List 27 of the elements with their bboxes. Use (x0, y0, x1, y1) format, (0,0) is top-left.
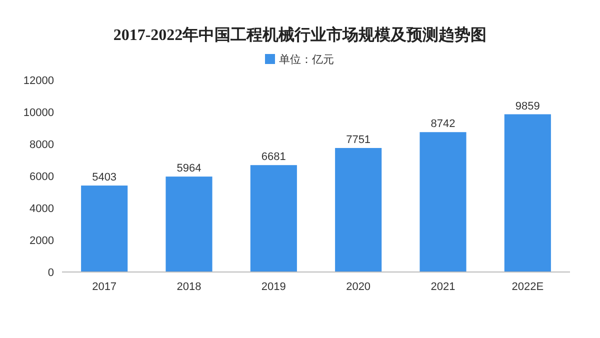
y-tick-label: 6000 (30, 171, 54, 183)
data-label: 9859 (515, 100, 540, 112)
bar (250, 165, 297, 272)
chart-title: 2017-2022年中国工程机械行业市场规模及预测趋势图 (113, 26, 487, 44)
y-tick-label: 10000 (23, 107, 54, 119)
x-tick-label: 2017 (92, 281, 117, 293)
data-label: 5403 (92, 172, 117, 184)
data-label: 6681 (261, 151, 286, 164)
data-label: 8742 (430, 118, 456, 130)
bar (81, 186, 128, 272)
data-label: 7751 (346, 134, 371, 146)
x-tick-label: 2019 (261, 281, 286, 293)
bar (420, 132, 466, 272)
y-tick-label: 4000 (30, 203, 54, 215)
x-tick-label: 2018 (176, 281, 202, 293)
x-tick-label: 2021 (430, 281, 456, 293)
y-tick-label: 8000 (30, 139, 54, 151)
bar (504, 114, 551, 272)
x-tick-label: 2020 (346, 281, 371, 293)
y-tick-label: 12000 (23, 75, 54, 87)
bar (166, 176, 212, 272)
y-tick-label: 2000 (30, 235, 54, 247)
x-tick-label: 2022E (512, 281, 544, 293)
legend-label: 单位：亿元 (279, 53, 334, 66)
data-label: 5964 (176, 162, 202, 175)
bar (335, 148, 382, 272)
y-tick-label: 0 (48, 267, 54, 279)
